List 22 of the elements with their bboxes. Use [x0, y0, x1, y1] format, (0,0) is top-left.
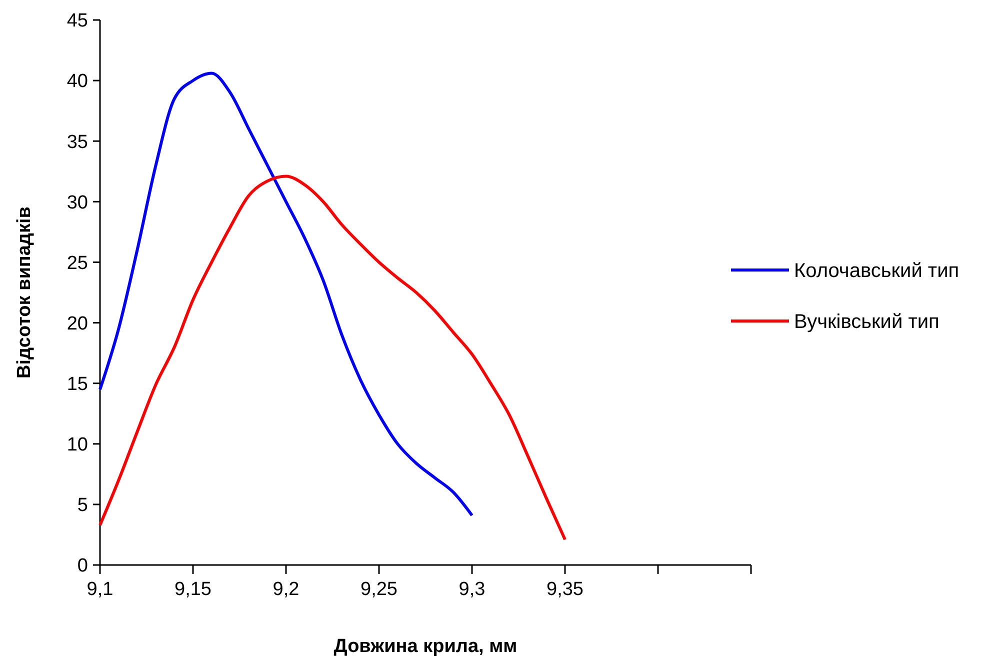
- x-tick-label: 9,15: [174, 579, 212, 600]
- y-axis-title: Відсоток випадків: [14, 206, 35, 378]
- y-tick-label: 25: [66, 252, 88, 274]
- y-tick-label: 0: [77, 556, 88, 577]
- x-tick-label: 9,25: [360, 579, 398, 600]
- legend-label: Колочавський тип: [794, 260, 960, 282]
- x-tick-label: 9,2: [272, 579, 300, 600]
- line-series: [98, 174, 566, 542]
- x-tick-label: 9,35: [546, 579, 584, 600]
- y-tick-label: 45: [66, 10, 88, 32]
- legend-label: Вучківський тип: [794, 311, 940, 333]
- y-tick-label: 20: [66, 313, 88, 334]
- x-tick-label: 9,1: [86, 579, 114, 600]
- y-tick-label: 15: [66, 374, 88, 395]
- y-tick-label: 30: [66, 192, 88, 214]
- y-tick-label: 10: [66, 434, 88, 456]
- y-tick-label: 40: [66, 71, 88, 92]
- x-tick-label: 9,3: [458, 579, 486, 600]
- y-tick-label: 35: [66, 132, 88, 153]
- y-tick-label: 5: [77, 495, 88, 516]
- x-axis-title: Довжина крила, мм: [334, 636, 518, 657]
- line-series: [98, 72, 474, 517]
